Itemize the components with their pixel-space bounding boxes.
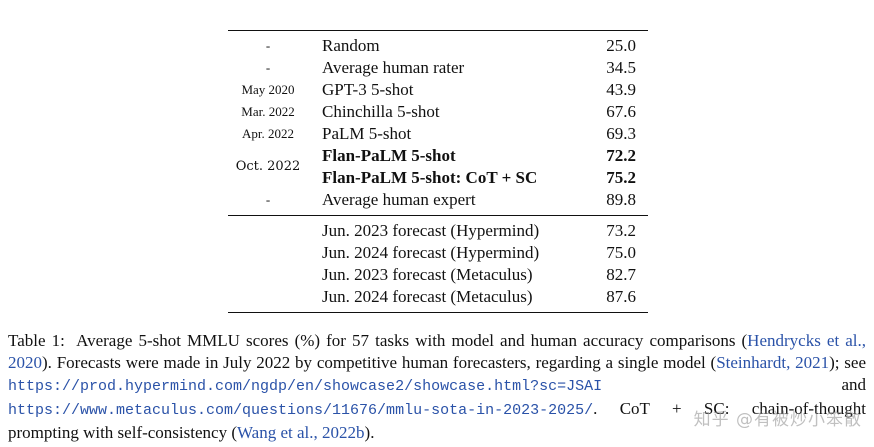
caption-text: ).	[364, 423, 375, 442]
row-date: -	[265, 192, 271, 207]
row-score: 73.2	[606, 221, 636, 240]
caption-text: and	[602, 375, 866, 394]
caption-text: . CoT + SC: chain-of-thought prompting w…	[8, 399, 866, 442]
row-score: 43.9	[606, 80, 636, 99]
row-score: 72.2	[606, 146, 636, 165]
caption-text: Average 5-shot MMLU scores (%) for 57 ta…	[76, 331, 748, 350]
table-row: Jun. 2024 forecast (Metaculus) 87.6	[228, 286, 648, 308]
row-date: -	[265, 38, 271, 53]
oct-2022-group: Oct. 2022 Flan-PaLM 5-shot 72.2 Flan-PaL…	[228, 145, 648, 189]
row-date: May 2020	[241, 82, 295, 97]
caption-text: ); see	[829, 353, 866, 372]
row-date: Apr. 2022	[242, 126, 294, 141]
row-score: 87.6	[606, 287, 636, 306]
row-model: Flan-PaLM 5-shot	[322, 146, 456, 165]
table-row: - Average human expert 89.8	[228, 189, 648, 211]
table-caption: Table 1: Average 5-shot MMLU scores (%) …	[8, 330, 866, 444]
caption-label: Table 1:	[8, 331, 65, 350]
table-row: May 2020 GPT-3 5-shot 43.9	[228, 79, 648, 101]
row-model: Jun. 2023 forecast (Hypermind)	[322, 221, 540, 240]
row-model: PaLM 5-shot	[322, 124, 412, 143]
table-top-rule	[228, 30, 648, 31]
row-model: Jun. 2024 forecast (Metaculus)	[322, 287, 533, 306]
citation-link[interactable]: Steinhardt, 2021	[716, 353, 830, 372]
row-model: Jun. 2023 forecast (Metaculus)	[322, 265, 533, 284]
table-mid-rule	[228, 215, 648, 216]
row-date: Mar. 2022	[241, 104, 295, 119]
row-model: Average human expert	[322, 190, 476, 209]
citation-link[interactable]: Wang et al., 2022b	[237, 423, 365, 442]
row-score: 69.3	[606, 124, 636, 143]
table-row: Apr. 2022 PaLM 5-shot 69.3	[228, 123, 648, 145]
row-date: -	[265, 60, 271, 75]
row-score: 25.0	[606, 36, 636, 55]
table-row: Mar. 2022 Chinchilla 5-shot 67.6	[228, 101, 648, 123]
citation-link[interactable]: Hendrycks et al., 2020	[8, 331, 867, 372]
row-score: 67.6	[606, 102, 636, 121]
row-model: Flan-PaLM 5-shot: CoT + SC	[322, 168, 538, 187]
row-model: Jun. 2024 forecast (Hypermind)	[322, 243, 540, 262]
row-date: Oct. 2022	[235, 159, 301, 174]
table-row: Jun. 2023 forecast (Metaculus) 82.7	[228, 264, 648, 286]
row-model: Chinchilla 5-shot	[322, 102, 440, 121]
row-model: Random	[322, 36, 380, 55]
row-score: 34.5	[606, 58, 636, 77]
caption-text: ). Forecasts were made in July 2022 by c…	[42, 353, 717, 372]
table-bottom-rule	[228, 312, 648, 313]
row-score: 75.2	[606, 168, 636, 187]
row-score: 75.0	[606, 243, 636, 262]
watermark: 知乎 @有被炒小笨散	[693, 410, 862, 430]
table-row: Flan-PaLM 5-shot: CoT + SC 75.2	[228, 167, 648, 189]
row-model: Average human rater	[322, 58, 465, 77]
table-row: Jun. 2024 forecast (Hypermind) 75.0	[228, 242, 648, 264]
table-row: - Random 25.0	[228, 35, 648, 57]
url-link[interactable]: https://www.metaculus.com/questions/1167…	[8, 402, 594, 419]
row-score: 89.8	[606, 190, 636, 209]
row-score: 82.7	[606, 265, 636, 284]
table-row: Jun. 2023 forecast (Hypermind) 73.2	[228, 220, 648, 242]
results-table: - Random 25.0 - Average human rater 34.5…	[228, 30, 648, 313]
row-model: GPT-3 5-shot	[322, 80, 414, 99]
url-link[interactable]: https://prod.hypermind.com/ngdp/en/showc…	[8, 378, 603, 395]
table-row: - Average human rater 34.5	[228, 57, 648, 79]
table-row: Flan-PaLM 5-shot 72.2	[228, 145, 648, 167]
